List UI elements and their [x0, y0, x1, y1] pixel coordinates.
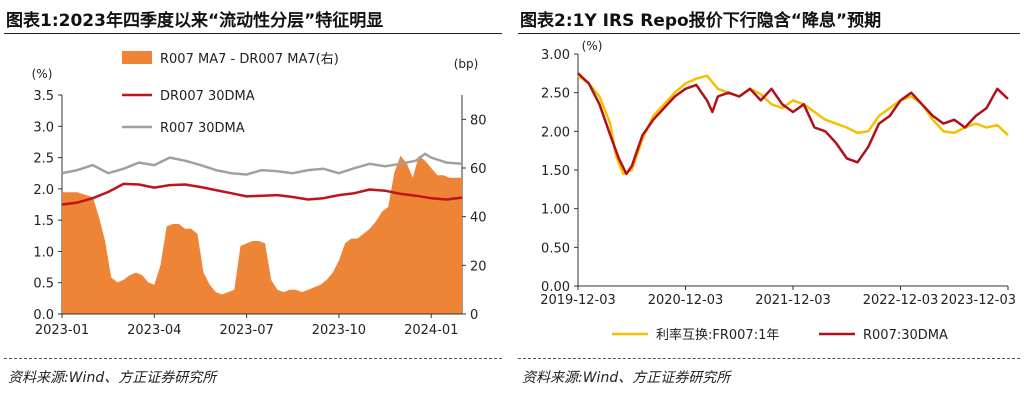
right-axis-tick-label: 0 [470, 308, 478, 323]
left-source-note: 资料来源:Wind、方正证券研究所 [8, 370, 217, 386]
legend-label: R007 30DMA [160, 121, 245, 136]
left-chart-title: 图表1:2023年四季度以来“流动性分层”特征明显 [6, 11, 384, 31]
left-chart-panel: 图表1:2023年四季度以来“流动性分层”特征明显 0.0 0.5 1.0 1.5 2.… [0, 0, 506, 400]
y-axis-tick-label: 0.00 [541, 280, 570, 295]
right-chart-panel: 图表2:1Y IRS Repo报价下行隐含“降息”预期 0.00 0.50 1.00… [514, 0, 1024, 400]
legend-label: R007:30DMA [863, 328, 948, 343]
x-axis-tick-label: 2020-12-03 [648, 293, 724, 308]
left-axis-tick-label: 3.0 [33, 120, 54, 135]
left-axis-tick-label: 0.0 [33, 308, 54, 323]
x-axis-tick-label: 2023-10 [312, 323, 366, 338]
dr007-line [61, 182, 463, 206]
y-axis-tick-label: 3.00 [541, 48, 570, 63]
y-axis-tick-label: 1.00 [541, 203, 570, 218]
right-source-note: 资料来源:Wind、方正证券研究所 [522, 370, 731, 386]
legend-label: R007 MA7 - DR007 MA7(右) [160, 52, 339, 67]
right-source-rule [518, 358, 1020, 359]
left-chart: 0.0 0.5 1.0 1.5 2.0 2.5 3.0 3.5 0 20 40 60 80 2023-01… [32, 51, 487, 338]
left-axis-tick-label: 1.5 [33, 214, 54, 229]
left-title-rule [4, 33, 502, 34]
r007-30dma-line [577, 72, 1009, 176]
x-axis-tick-label: 2021-12-03 [755, 293, 831, 308]
left-axis-unit: (%) [32, 67, 53, 81]
right-axis-unit: (bp) [454, 57, 479, 71]
left-axis-tick-label: 2.5 [33, 152, 54, 167]
right-chart-title: 图表2:1Y IRS Repo报价下行隐含“降息”预期 [520, 11, 882, 31]
x-axis-tick-label: 2023-07 [219, 323, 273, 338]
y-axis-tick-label: 0.50 [541, 241, 570, 256]
left-axis-tick-label: 1.0 [33, 245, 54, 260]
x-axis-tick-label: 2022-12-03 [863, 293, 939, 308]
legend-label: DR007 30DMA [160, 89, 255, 104]
y-axis-tick-label: 1.50 [541, 164, 570, 179]
right-chart: 0.00 0.50 1.00 1.50 2.00 2.50 3.00 2019-12-03 20… [540, 39, 1016, 343]
right-title-rule [518, 33, 1020, 34]
left-axis-tick-label: 2.0 [33, 183, 54, 198]
r007-line [61, 152, 463, 176]
legend-label: 利率互换:FR007:1年 [656, 327, 779, 343]
left-axis-tick-label: 3.5 [33, 89, 54, 104]
left-axis-tick-label: 0.5 [33, 277, 54, 292]
legend-swatch-spread [122, 51, 152, 64]
left-source-rule [4, 358, 502, 359]
spread-area [62, 155, 462, 314]
y-axis-unit: (%) [582, 39, 603, 53]
right-axis-tick-label: 60 [470, 162, 487, 177]
irs-fr007-line [577, 74, 1009, 176]
y-axis-tick-label: 2.00 [541, 125, 570, 140]
y-axis-tick-label: 2.50 [541, 87, 570, 102]
x-axis-tick-label: 2024-01 [404, 323, 458, 338]
x-axis-tick-label: 2023-01 [35, 323, 89, 338]
right-axis-tick-label: 80 [470, 113, 487, 128]
x-axis-tick-label: 2023-12-03 [940, 293, 1016, 308]
x-axis-tick-label: 2023-04 [127, 323, 181, 338]
right-axis-tick-label: 20 [470, 259, 487, 274]
x-axis-tick-label: 2019-12-03 [540, 293, 616, 308]
right-axis-tick-label: 40 [470, 211, 487, 226]
